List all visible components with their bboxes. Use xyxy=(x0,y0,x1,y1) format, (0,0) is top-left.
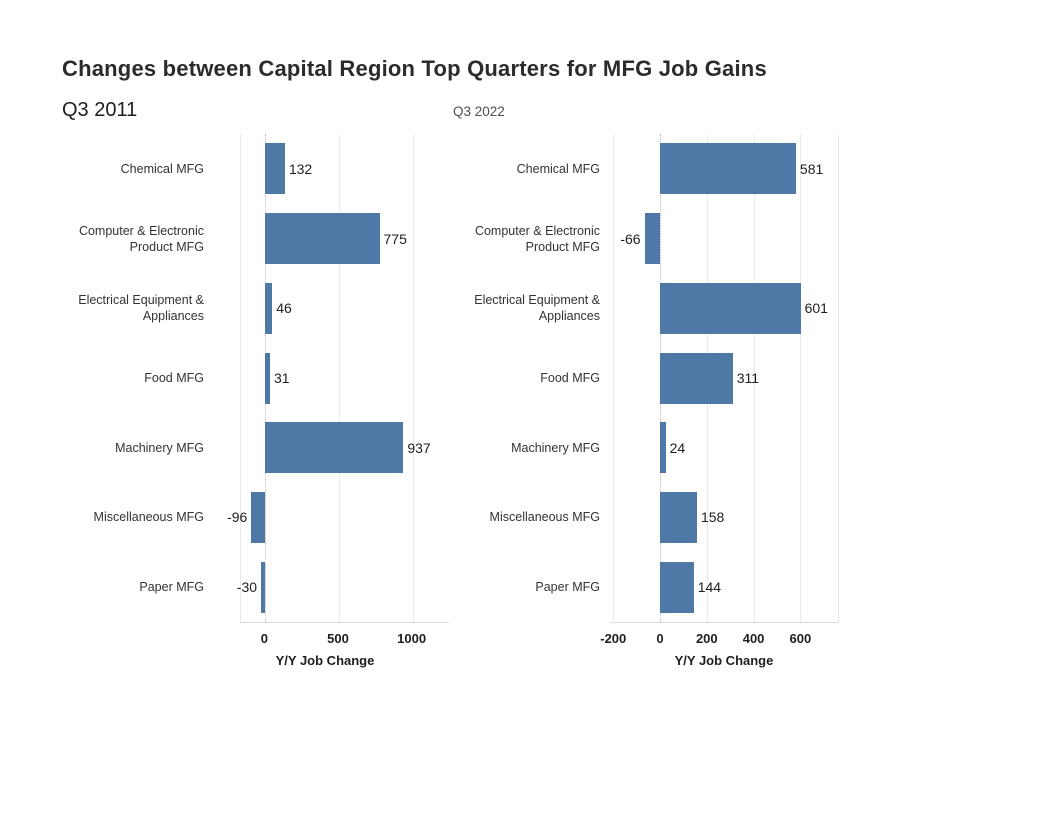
x-tick-label: 500 xyxy=(327,631,349,646)
category-label: Food MFG xyxy=(540,370,600,385)
category-label: Electrical Equipment & Appliances xyxy=(78,293,204,324)
bar[interactable] xyxy=(660,561,694,613)
bar[interactable] xyxy=(660,352,733,404)
category-row: Miscellaneous MFG xyxy=(430,483,600,553)
category-label-column: Chemical MFG Computer & Electronic Produc… xyxy=(34,134,204,622)
bar-value-label: 601 xyxy=(804,300,828,317)
bar-value-label: 158 xyxy=(700,509,725,526)
bar[interactable] xyxy=(265,213,380,265)
category-row: Machinery MFG xyxy=(34,413,204,483)
bar-value-label: 581 xyxy=(799,160,824,177)
chart-2022-subtitle: Q3 2022 xyxy=(453,104,505,119)
category-row: Paper MFG xyxy=(34,552,204,622)
category-label: Paper MFG xyxy=(535,580,600,595)
category-label: Chemical MFG xyxy=(516,161,600,176)
bar[interactable] xyxy=(660,491,697,543)
category-label: Food MFG xyxy=(144,370,204,385)
bar[interactable] xyxy=(660,422,666,474)
gridline xyxy=(753,134,755,622)
bar-value-label: -30 xyxy=(236,579,258,596)
x-axis-title: Y/Y Job Change xyxy=(275,653,375,668)
category-label: Machinery MFG xyxy=(511,440,600,455)
bar[interactable] xyxy=(660,143,796,195)
bar-value-label: -96 xyxy=(227,509,248,526)
category-row: Electrical Equipment & Appliances xyxy=(430,273,600,343)
category-row: Food MFG xyxy=(430,343,600,413)
category-label-column: Chemical MFG Computer & Electronic Produc… xyxy=(430,134,600,622)
bar-value-label: 937 xyxy=(407,439,431,456)
bar[interactable] xyxy=(265,282,273,334)
x-axis-title: Y/Y Job Change xyxy=(674,653,774,668)
bar-value-label: -66 xyxy=(620,230,641,247)
category-row: Electrical Equipment & Appliances xyxy=(34,273,204,343)
bar[interactable] xyxy=(265,422,404,474)
gridline xyxy=(800,134,802,622)
category-label: Miscellaneous MFG xyxy=(93,510,204,525)
bar[interactable] xyxy=(265,143,285,195)
x-tick-label: 400 xyxy=(742,631,765,646)
plot-area: 581 -66 601 311 24 158 144 xyxy=(610,134,839,623)
category-row: Food MFG xyxy=(34,343,204,413)
bar-value-label: 24 xyxy=(669,439,686,456)
category-label: Paper MFG xyxy=(139,580,204,595)
bar[interactable] xyxy=(644,213,661,265)
category-label: Machinery MFG xyxy=(115,440,204,455)
category-row: Chemical MFG xyxy=(34,134,204,204)
x-tick-label: 0 xyxy=(260,631,269,646)
x-tick-label: 0 xyxy=(656,631,664,646)
bar-value-label: 775 xyxy=(383,230,407,247)
category-row: Computer & Electronic Product MFG xyxy=(430,204,600,274)
category-row: Computer & Electronic Product MFG xyxy=(34,204,204,274)
bar-value-label: 144 xyxy=(697,579,722,596)
bar[interactable] xyxy=(265,352,270,404)
chart-2011-subtitle: Q3 2011 xyxy=(62,99,138,121)
category-row: Machinery MFG xyxy=(430,413,600,483)
gridline xyxy=(339,134,341,622)
gridline xyxy=(613,134,615,622)
category-label: Computer & Electronic Product MFG xyxy=(474,223,600,254)
category-row: Chemical MFG xyxy=(430,134,600,204)
category-label: Miscellaneous MFG xyxy=(489,510,600,525)
dashboard-title: Changes between Capital Region Top Quart… xyxy=(62,56,767,81)
x-tick-label: -200 xyxy=(600,631,627,646)
bar-value-label: 31 xyxy=(273,370,290,386)
category-row: Paper MFG xyxy=(430,552,600,622)
bar-value-label: 46 xyxy=(276,300,292,317)
category-label: Computer & Electronic Product MFG xyxy=(78,223,204,254)
bar[interactable] xyxy=(251,491,266,543)
category-label: Electrical Equipment & Appliances xyxy=(474,293,600,324)
plot-area: 132 775 46 31 937 -96 -30 xyxy=(227,134,449,623)
category-row: Miscellaneous MFG xyxy=(34,483,204,553)
x-tick-label: 1000 xyxy=(397,631,427,646)
x-tick-label: 200 xyxy=(695,631,718,646)
bar[interactable] xyxy=(660,282,801,334)
gridline xyxy=(412,134,414,622)
bar[interactable] xyxy=(261,561,266,613)
category-label: Chemical MFG xyxy=(120,161,204,176)
bar-value-label: 132 xyxy=(288,160,313,177)
x-tick-label: 600 xyxy=(789,631,812,646)
bar-value-label: 311 xyxy=(736,370,760,386)
